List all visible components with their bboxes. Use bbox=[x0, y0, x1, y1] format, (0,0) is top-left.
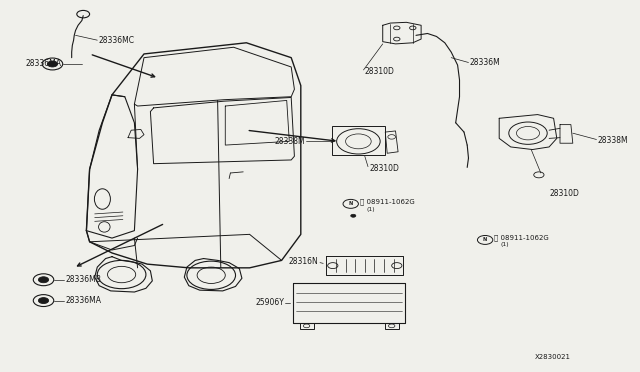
Circle shape bbox=[47, 61, 58, 67]
Bar bbox=[385, 323, 399, 329]
Circle shape bbox=[38, 277, 49, 283]
Text: N: N bbox=[349, 201, 353, 206]
Bar bbox=[300, 323, 314, 329]
Text: 28316N: 28316N bbox=[289, 257, 319, 266]
Text: 28336MA: 28336MA bbox=[26, 60, 61, 68]
Text: 28336MC: 28336MC bbox=[99, 36, 134, 45]
Text: 28310D: 28310D bbox=[365, 67, 395, 76]
Circle shape bbox=[38, 298, 49, 304]
Text: Ⓝ 08911-1062G: Ⓝ 08911-1062G bbox=[494, 234, 549, 241]
Text: 25906Y: 25906Y bbox=[255, 298, 284, 307]
Bar bbox=[332, 126, 385, 155]
Text: 28338M: 28338M bbox=[598, 136, 628, 145]
Text: 28336M: 28336M bbox=[470, 58, 500, 67]
Text: 28336MA: 28336MA bbox=[65, 296, 101, 305]
Text: Ⓝ 08911-1062G: Ⓝ 08911-1062G bbox=[360, 198, 415, 205]
Circle shape bbox=[351, 214, 356, 217]
Text: 28310D: 28310D bbox=[549, 189, 579, 198]
Text: 28336MB: 28336MB bbox=[65, 275, 101, 284]
Text: (1): (1) bbox=[366, 206, 374, 212]
Text: N: N bbox=[483, 237, 487, 243]
Text: (1): (1) bbox=[500, 242, 509, 247]
Text: X2830021: X2830021 bbox=[534, 354, 570, 360]
Text: 28310D: 28310D bbox=[370, 164, 400, 173]
Text: 28338M: 28338M bbox=[274, 137, 305, 146]
